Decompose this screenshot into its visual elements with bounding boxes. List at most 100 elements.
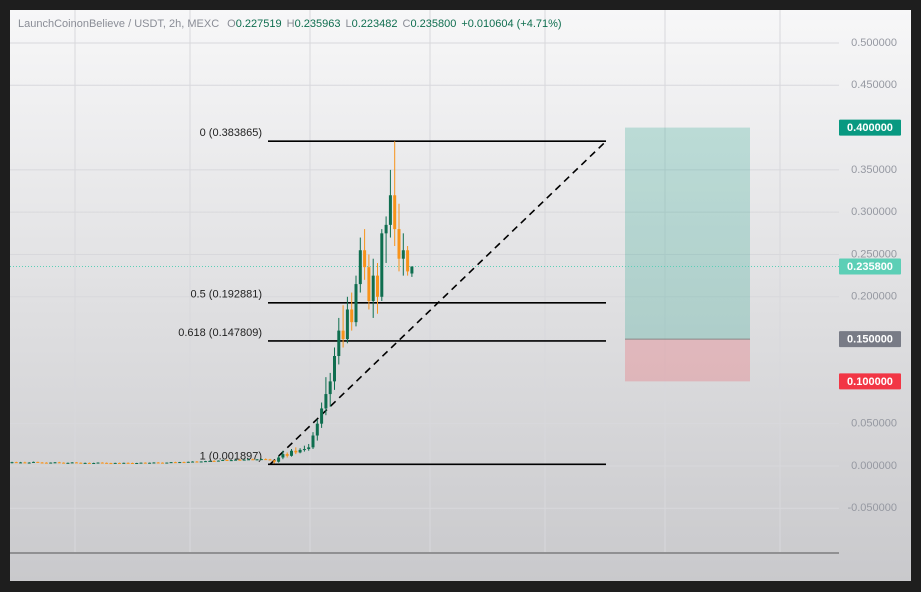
- candle-body: [57, 462, 61, 464]
- candle-body: [32, 461, 35, 463]
- candle-body: [388, 195, 392, 225]
- candle-body: [350, 309, 354, 323]
- candle-body: [242, 459, 246, 461]
- entry-price-badge: [839, 331, 901, 348]
- candle-body: [290, 450, 293, 456]
- y-tick-label: 0.350000: [851, 164, 897, 176]
- y-tick-label: -0.050000: [847, 502, 897, 514]
- candle-body: [371, 275, 375, 302]
- target-price-badge: [839, 119, 901, 136]
- symbol: LaunchCoinonBelieve / USDT, 2h, MEXC: [18, 18, 219, 30]
- candle-body: [83, 462, 87, 464]
- candle-body: [324, 394, 328, 409]
- candle-body: [186, 461, 190, 463]
- ohlc-value: 0.235800: [410, 18, 456, 30]
- position-loss-zone: [625, 339, 750, 382]
- candle-body: [62, 462, 66, 464]
- candle-body: [70, 462, 74, 464]
- candle-body: [315, 423, 319, 436]
- candle-body: [216, 460, 220, 462]
- y-tick-label: 0.200000: [851, 291, 897, 303]
- entry-price-label: 0.150000: [847, 333, 893, 345]
- candle-body: [173, 462, 177, 464]
- y-tick-label: 0.450000: [851, 79, 897, 91]
- candle-body: [367, 267, 371, 302]
- candle-body: [148, 462, 152, 464]
- candle-body: [311, 435, 315, 448]
- ohlc-value: 0.227519: [236, 18, 282, 30]
- candle-body: [44, 462, 48, 464]
- candle-body: [259, 459, 263, 461]
- candle-body: [358, 250, 362, 285]
- y-tick-label: 0.300000: [851, 206, 897, 218]
- candle-body: [376, 275, 379, 297]
- candle-body: [118, 462, 121, 464]
- candle-body: [251, 459, 255, 461]
- candle-body: [19, 462, 23, 464]
- target-price-label: 0.400000: [847, 122, 893, 134]
- candle-body: [199, 461, 203, 463]
- candle-body: [333, 355, 336, 382]
- candle-body: [139, 462, 143, 464]
- candle-body: [397, 229, 401, 259]
- candle-body: [208, 460, 212, 462]
- y-tick-label: 0.050000: [851, 418, 897, 430]
- candle-body: [406, 250, 410, 272]
- candle-body: [53, 462, 57, 464]
- candle-body: [135, 463, 139, 465]
- ohlc-key: O: [227, 18, 236, 30]
- candle-body: [130, 463, 134, 465]
- ohlc-value: 0.223482: [352, 18, 398, 30]
- candle-body: [96, 462, 100, 464]
- candle-body: [152, 462, 156, 464]
- candle-body: [384, 224, 388, 234]
- candle-body: [165, 462, 169, 464]
- candle-body: [354, 284, 358, 323]
- candle-body: [380, 233, 384, 297]
- fib-level-label: 0.5 (0.192881): [190, 289, 262, 301]
- candle-body: [298, 449, 302, 453]
- candle-body: [75, 462, 78, 464]
- candle-body: [182, 462, 186, 464]
- ohlc-value: 0.235963: [295, 18, 341, 30]
- candle-body: [195, 461, 199, 463]
- candle-body: [337, 330, 341, 356]
- last-price-label: 0.235800: [847, 261, 893, 273]
- ohlc-key: C: [402, 18, 410, 30]
- candle-body: [285, 454, 289, 456]
- candle-body: [79, 462, 83, 464]
- candle-body: [49, 462, 53, 464]
- stop-price-badge: [839, 373, 901, 390]
- last-price-badge: [839, 258, 901, 275]
- candle-body: [100, 462, 104, 464]
- candle-body: [393, 195, 397, 230]
- candle-body: [225, 459, 229, 461]
- candle-body: [277, 457, 281, 462]
- candle-body: [264, 459, 268, 461]
- candle-body: [281, 454, 285, 458]
- candle-body: [87, 462, 91, 464]
- stop-price-label: 0.100000: [847, 376, 893, 388]
- change: +0.010604: [461, 18, 513, 30]
- ohlc-key: H: [287, 18, 295, 30]
- candle-body: [229, 460, 233, 462]
- candle-body: [221, 459, 225, 461]
- candle-body: [143, 462, 147, 464]
- candle-body: [191, 461, 195, 463]
- candle-body: [247, 459, 250, 461]
- fib-level-label: 0.618 (0.147809): [178, 327, 262, 339]
- candle-body: [109, 463, 113, 465]
- fib-level-label: 1 (0.001897): [200, 450, 262, 462]
- candle-body: [410, 266, 414, 274]
- candle-body: [234, 459, 238, 461]
- candle-body: [328, 381, 332, 395]
- candle-body: [302, 449, 306, 451]
- grid: [10, 10, 839, 552]
- candle-body: [122, 462, 126, 464]
- candle-body: [307, 447, 311, 450]
- candle-body: [105, 462, 109, 464]
- candle-body: [113, 462, 117, 464]
- candle-body: [40, 462, 44, 464]
